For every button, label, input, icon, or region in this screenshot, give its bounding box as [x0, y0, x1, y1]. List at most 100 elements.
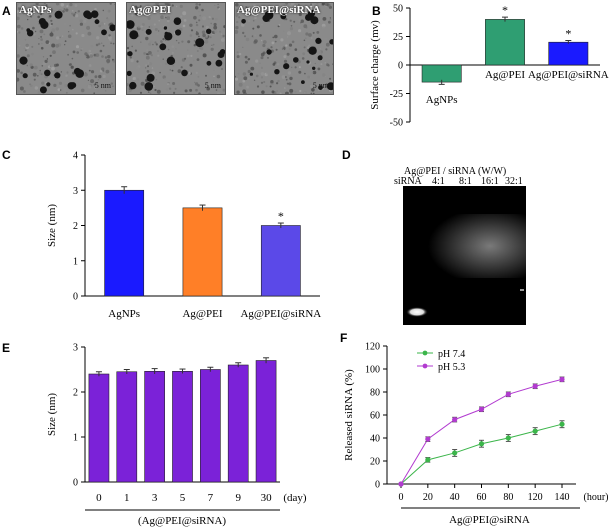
tem-grain — [147, 16, 151, 20]
tem-grain — [130, 7, 132, 9]
tem-grain — [255, 74, 259, 78]
tem-grain — [286, 82, 289, 85]
tem-grain — [88, 49, 92, 53]
tem-grain — [250, 66, 255, 71]
tem-grain — [171, 4, 174, 7]
tem-grain — [93, 83, 96, 86]
tem-grain — [29, 63, 33, 67]
tem-grain — [34, 86, 38, 90]
tem-grain — [331, 48, 333, 52]
tem-grain — [112, 71, 115, 74]
tem-grain — [193, 59, 195, 62]
tem-grain — [17, 16, 20, 21]
x-tick-label: AgNPs — [426, 94, 458, 106]
x-axis-label: (Ag@PEI@siRNA) — [138, 515, 226, 527]
tem-grain — [42, 56, 45, 58]
tem-grain — [278, 24, 281, 26]
tem-grain — [215, 89, 218, 91]
tem-image-agnps: AgNPs 5 nm — [16, 2, 116, 95]
tem-grain — [201, 30, 206, 35]
tem-grain — [289, 5, 293, 9]
nanoparticle — [318, 85, 323, 90]
tem-grain — [112, 42, 115, 45]
tem-grain — [237, 72, 240, 75]
tem-grain — [183, 19, 187, 22]
y-tick-label: 120 — [365, 342, 380, 353]
tem-grain — [112, 58, 114, 61]
tem-grain — [235, 25, 239, 30]
tem-grain — [106, 4, 111, 8]
tem-grain — [63, 88, 67, 92]
tem-grain — [156, 33, 159, 36]
tem-grain — [212, 80, 215, 82]
tem-grain — [86, 25, 91, 30]
nanoparticle — [181, 69, 188, 77]
data-point — [478, 441, 485, 447]
tem-grain — [207, 17, 210, 20]
tem-grain — [23, 47, 26, 50]
x-tick-label: 0 — [399, 492, 404, 503]
data-point — [425, 457, 431, 463]
tem-grain — [160, 40, 163, 43]
tem-grain — [177, 42, 180, 44]
tem-grain — [94, 86, 97, 89]
nanoparticle — [19, 56, 28, 65]
nanoparticle — [90, 10, 99, 18]
tem-grain — [50, 23, 53, 25]
tem-grain — [236, 51, 239, 54]
tem-grain — [283, 30, 285, 32]
tem-grain — [159, 62, 163, 66]
tem-label: AgNPs — [19, 4, 52, 16]
tem-grain — [274, 34, 278, 39]
tem-grain — [283, 59, 288, 63]
tem-grain — [40, 38, 43, 41]
tem-grain — [311, 71, 314, 74]
tem-grain — [243, 76, 248, 81]
tem-grain — [265, 8, 268, 10]
tem-grain — [135, 11, 139, 16]
tem-grain — [312, 70, 317, 75]
tem-grain — [325, 48, 328, 51]
tem-grain — [245, 6, 248, 9]
tem-grain — [57, 88, 61, 91]
tem-grain — [288, 48, 291, 50]
tem-grain — [197, 84, 200, 87]
bar-AgNPs — [421, 64, 462, 83]
y-tick-label: 80 — [370, 388, 380, 399]
tem-grain — [29, 17, 31, 19]
tem-grain — [93, 92, 95, 94]
tem-grain — [128, 89, 132, 94]
tem-grain — [236, 90, 240, 94]
tem-texture — [127, 3, 225, 94]
tem-grain — [307, 75, 311, 79]
series-line-pH 5.3 — [400, 378, 563, 485]
tem-grain — [94, 7, 97, 11]
tem-grain — [145, 36, 149, 41]
x-tick-label: Ag@PEI@siRNA — [528, 69, 609, 81]
tem-grain — [272, 36, 275, 39]
tem-grain — [189, 23, 193, 27]
tem-grain — [76, 51, 79, 54]
tem-grain — [58, 81, 63, 85]
tem-grain — [53, 69, 58, 74]
tem-grain — [63, 8, 66, 10]
tem-grain — [180, 15, 183, 18]
tem-grain — [151, 67, 154, 69]
legend-swatch-marker — [422, 363, 428, 369]
tem-grain — [271, 90, 275, 94]
tem-grain — [193, 44, 196, 47]
tem-grain — [311, 88, 315, 92]
tem-grain — [210, 47, 214, 51]
bar-AgNPs — [104, 189, 145, 297]
tem-grain — [166, 82, 170, 85]
tem-grain — [271, 55, 274, 57]
tem-grain — [196, 50, 199, 52]
tem-grain — [303, 39, 306, 42]
tem-grain — [197, 75, 200, 78]
tem-grain — [114, 3, 115, 5]
tem-grain — [327, 68, 331, 72]
gel-bands — [406, 214, 526, 317]
tem-grain — [83, 19, 87, 23]
tem-grain — [64, 40, 67, 43]
tem-grain — [287, 36, 289, 38]
